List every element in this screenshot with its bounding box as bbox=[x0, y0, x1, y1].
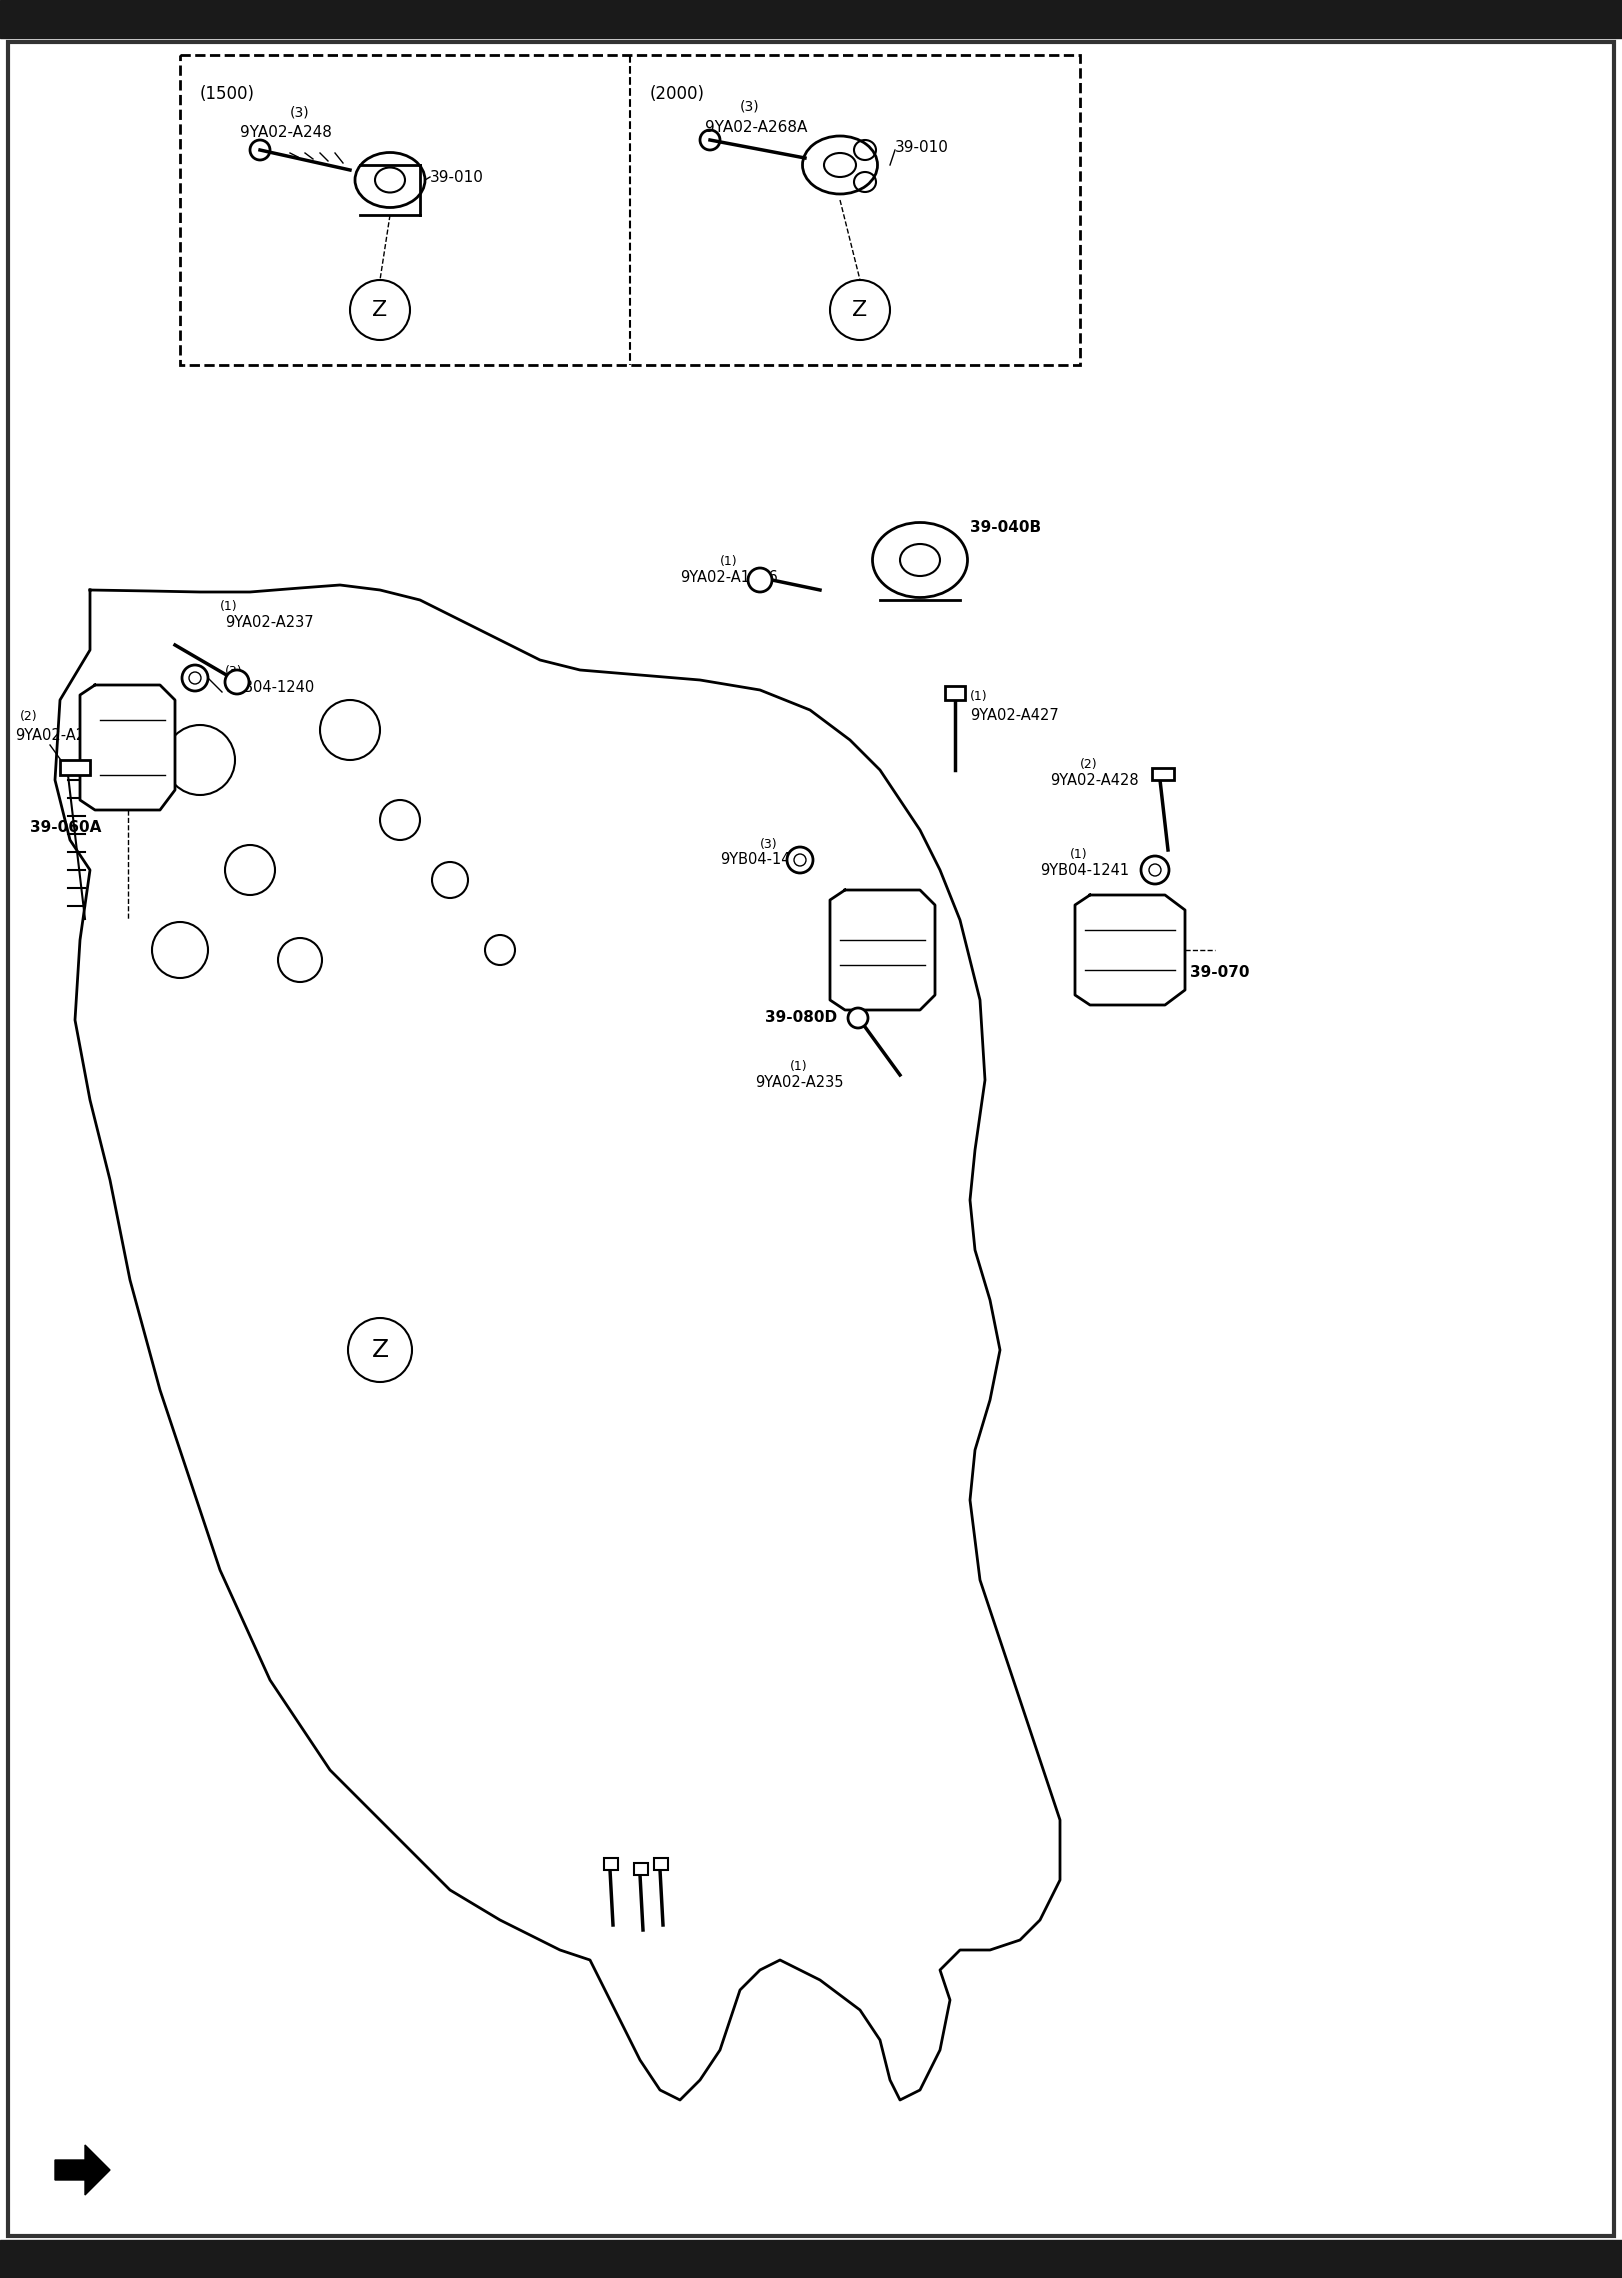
Bar bbox=[60, 761, 89, 775]
Circle shape bbox=[182, 665, 208, 690]
Text: 39-010: 39-010 bbox=[430, 171, 483, 185]
Circle shape bbox=[701, 130, 720, 150]
Text: 9YB04-1411: 9YB04-1411 bbox=[720, 852, 809, 868]
Text: 9YA02-A235: 9YA02-A235 bbox=[754, 1075, 843, 1089]
Text: (1): (1) bbox=[720, 556, 738, 567]
Text: (2): (2) bbox=[1080, 759, 1098, 770]
Circle shape bbox=[225, 670, 250, 695]
Text: (2): (2) bbox=[19, 711, 37, 722]
Text: 39-060A: 39-060A bbox=[29, 820, 101, 836]
Text: 39-080D: 39-080D bbox=[766, 1009, 837, 1025]
Text: (1): (1) bbox=[970, 690, 988, 704]
Text: 9YB04-1241: 9YB04-1241 bbox=[1040, 863, 1129, 877]
Circle shape bbox=[1140, 857, 1169, 884]
Text: (1500): (1500) bbox=[200, 84, 255, 103]
Text: 9YA02-A248: 9YA02-A248 bbox=[240, 125, 333, 139]
Bar bbox=[654, 1859, 668, 1870]
Text: FWD: FWD bbox=[60, 2175, 92, 2187]
Text: 9YA02-A268A: 9YA02-A268A bbox=[706, 121, 808, 134]
Polygon shape bbox=[830, 891, 934, 1009]
Text: (1): (1) bbox=[221, 599, 238, 613]
Text: (3): (3) bbox=[740, 100, 759, 114]
Text: Z: Z bbox=[853, 301, 868, 319]
Text: 9YA02-A428: 9YA02-A428 bbox=[1049, 772, 1139, 788]
Polygon shape bbox=[55, 2146, 110, 2196]
Text: 9YA02-A236: 9YA02-A236 bbox=[15, 729, 104, 743]
Text: 39-070: 39-070 bbox=[1191, 966, 1249, 980]
Text: (1): (1) bbox=[1071, 847, 1088, 861]
Polygon shape bbox=[55, 585, 1061, 2100]
Text: 9YA02-A1456: 9YA02-A1456 bbox=[680, 570, 779, 585]
Circle shape bbox=[848, 1007, 868, 1027]
Bar bbox=[0, 2239, 1622, 2278]
Text: (3): (3) bbox=[225, 665, 243, 679]
Text: (2000): (2000) bbox=[650, 84, 706, 103]
Circle shape bbox=[748, 567, 772, 592]
Bar bbox=[603, 1859, 618, 1870]
Text: Z: Z bbox=[371, 1337, 389, 1362]
Text: (3): (3) bbox=[761, 838, 777, 852]
Circle shape bbox=[787, 847, 813, 872]
Text: 39-010: 39-010 bbox=[895, 139, 949, 155]
Bar bbox=[634, 1863, 649, 1875]
Bar bbox=[1152, 768, 1174, 779]
Text: 9YA02-A427: 9YA02-A427 bbox=[970, 708, 1059, 722]
Circle shape bbox=[250, 139, 269, 159]
Text: 39-040B: 39-040B bbox=[970, 519, 1041, 535]
Text: (3): (3) bbox=[290, 105, 310, 118]
Bar bbox=[0, 0, 1622, 39]
Text: Z: Z bbox=[373, 301, 388, 319]
Text: 9YA02-A237: 9YA02-A237 bbox=[225, 615, 313, 631]
Text: 9YB04-1240: 9YB04-1240 bbox=[225, 681, 315, 695]
Text: (1): (1) bbox=[790, 1059, 808, 1073]
Polygon shape bbox=[79, 686, 175, 811]
Polygon shape bbox=[1075, 895, 1186, 1005]
Bar bbox=[946, 686, 965, 699]
